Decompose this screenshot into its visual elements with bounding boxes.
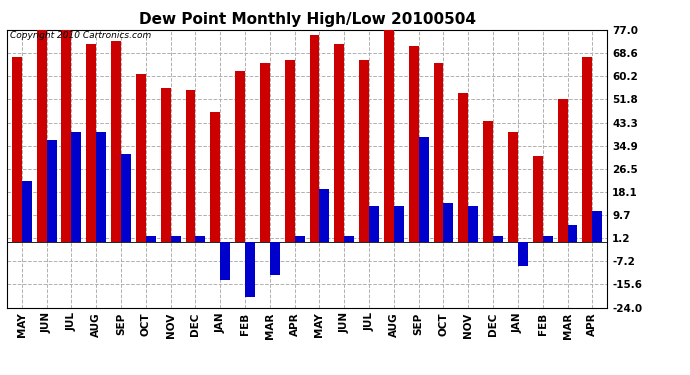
- Bar: [419, 137, 428, 242]
- Bar: [71, 132, 81, 242]
- Bar: [359, 60, 369, 242]
- Bar: [384, 30, 394, 242]
- Bar: [558, 99, 567, 242]
- Bar: [146, 236, 156, 242]
- Bar: [444, 203, 453, 242]
- Bar: [533, 156, 543, 242]
- Bar: [186, 90, 195, 242]
- Bar: [408, 46, 419, 242]
- Bar: [260, 63, 270, 242]
- Bar: [170, 236, 181, 242]
- Bar: [508, 132, 518, 242]
- Bar: [592, 211, 602, 242]
- Bar: [369, 206, 379, 242]
- Bar: [319, 189, 329, 242]
- Bar: [96, 132, 106, 242]
- Bar: [310, 36, 319, 242]
- Bar: [161, 88, 170, 242]
- Bar: [469, 206, 478, 242]
- Bar: [433, 63, 444, 242]
- Bar: [493, 236, 503, 242]
- Bar: [483, 121, 493, 242]
- Bar: [458, 93, 469, 242]
- Bar: [61, 30, 71, 242]
- Bar: [136, 74, 146, 242]
- Bar: [111, 41, 121, 242]
- Bar: [518, 242, 528, 266]
- Bar: [543, 236, 553, 242]
- Bar: [394, 206, 404, 242]
- Bar: [235, 71, 245, 242]
- Bar: [210, 112, 220, 242]
- Bar: [245, 242, 255, 297]
- Text: Copyright 2010 Cartronics.com: Copyright 2010 Cartronics.com: [10, 32, 151, 40]
- Bar: [295, 236, 304, 242]
- Bar: [195, 236, 206, 242]
- Bar: [582, 57, 592, 242]
- Bar: [121, 154, 131, 242]
- Bar: [220, 242, 230, 280]
- Bar: [270, 242, 279, 274]
- Bar: [285, 60, 295, 242]
- Bar: [335, 44, 344, 242]
- Bar: [567, 225, 578, 242]
- Bar: [22, 181, 32, 242]
- Bar: [47, 140, 57, 242]
- Title: Dew Point Monthly High/Low 20100504: Dew Point Monthly High/Low 20100504: [139, 12, 475, 27]
- Bar: [37, 30, 47, 242]
- Bar: [12, 57, 22, 242]
- Bar: [344, 236, 354, 242]
- Bar: [86, 44, 96, 242]
